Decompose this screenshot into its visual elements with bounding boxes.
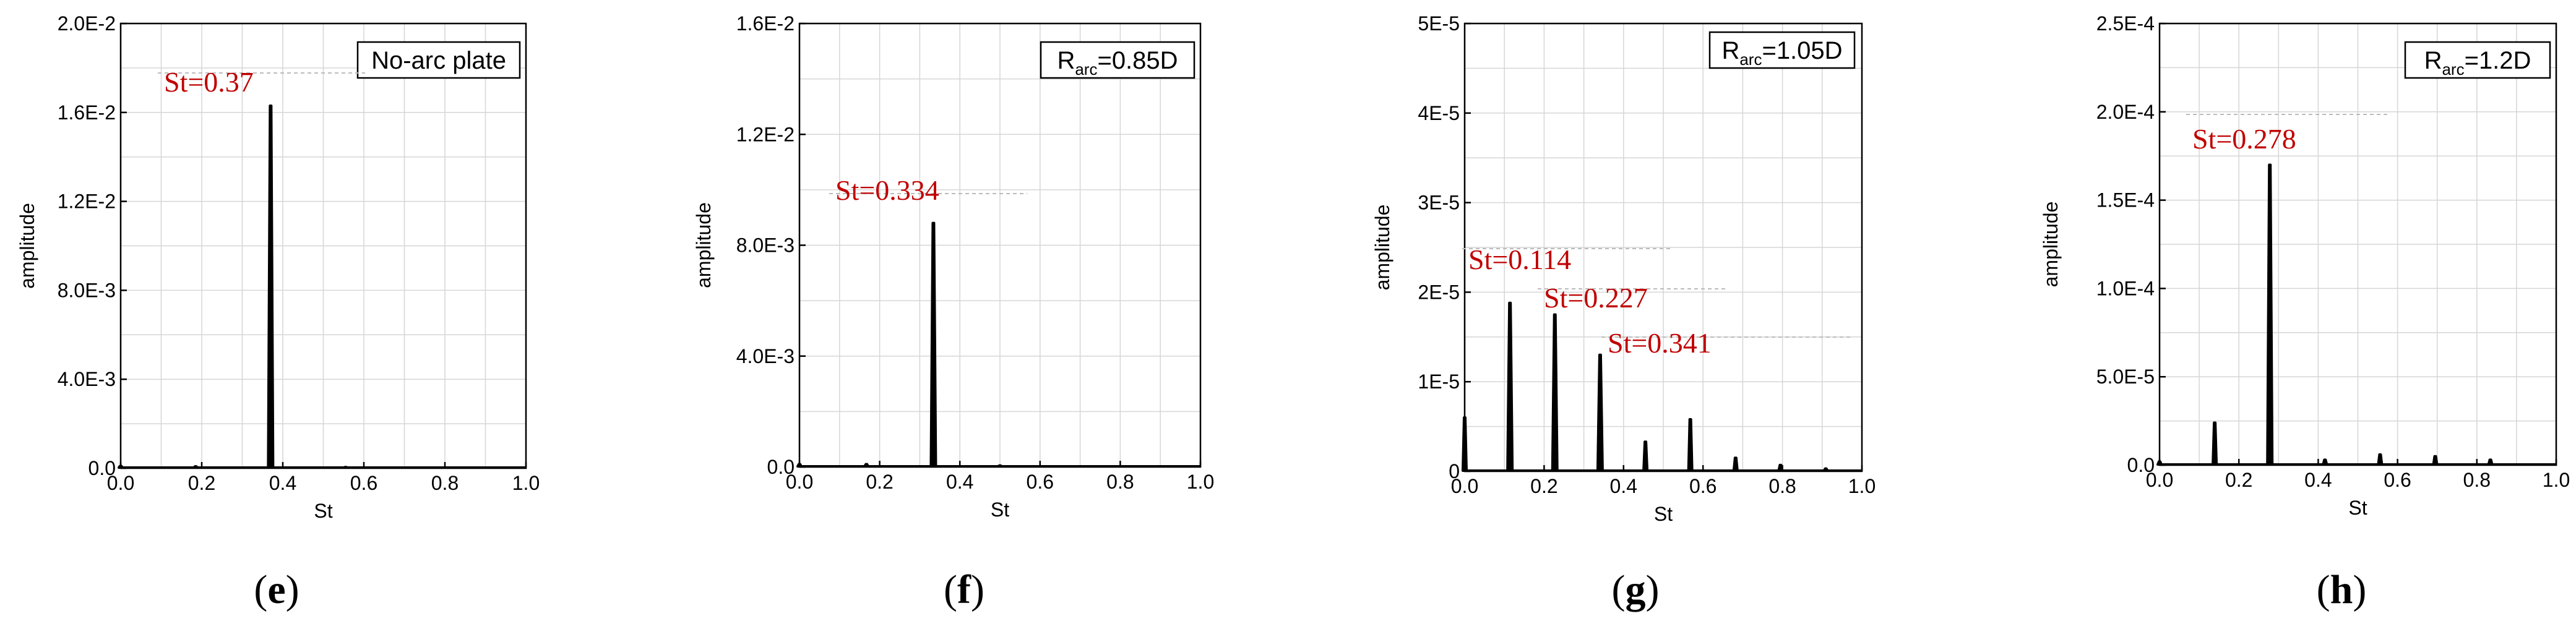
y-tick-label: 0.0 [767, 456, 795, 478]
y-tick-label: 0 [1449, 460, 1460, 482]
x-tick-label: 0.2 [188, 472, 215, 494]
y-tick-label: 8.0E-3 [736, 234, 795, 257]
y-tick-label: 3E-5 [1418, 192, 1460, 214]
peak-annotation: St=0.341 [1608, 327, 1712, 359]
legend-box [2404, 41, 2551, 79]
y-tick-label: 2.0E-2 [58, 12, 116, 35]
x-tick-label: 0.4 [269, 472, 296, 494]
y-tick-label: 5.0E-5 [2096, 366, 2155, 388]
x-axis-label: St [2348, 497, 2367, 519]
y-tick-label: 2E-5 [1418, 281, 1460, 303]
y-tick-label: 4.0E-3 [736, 345, 795, 367]
x-axis-label: St [991, 498, 1009, 521]
legend-box [1708, 31, 1856, 69]
x-tick-label: 0.2 [2225, 469, 2252, 491]
panel-label: (g) [1612, 567, 1660, 612]
x-tick-label: 0.4 [1610, 475, 1637, 497]
legend-text: Rarc=1.05D [1721, 37, 1842, 69]
x-tick-label: 0.0 [2146, 469, 2173, 491]
x-tick-label: 0.8 [1768, 475, 1796, 497]
legend-text: Rarc=0.85D [1057, 47, 1178, 79]
x-tick-label: 0.2 [866, 471, 893, 493]
x-tick-label: 0.6 [1027, 471, 1054, 493]
x-tick-label: 1.0 [1848, 475, 1876, 497]
y-tick-label: 0.0 [88, 457, 116, 479]
y-axis-label: amplitude [2040, 202, 2062, 288]
y-tick-label: 2.0E-4 [2096, 101, 2155, 123]
peak-annotation: St=0.114 [1468, 244, 1571, 275]
x-tick-label: 0.8 [431, 472, 459, 494]
panel-label: (h) [2317, 567, 2367, 612]
x-tick-label: 0.0 [107, 472, 134, 494]
y-tick-label: 8.0E-3 [58, 279, 116, 301]
y-tick-label: 1.2E-2 [736, 123, 795, 145]
y-tick-label: 0.0 [2127, 454, 2155, 476]
x-tick-label: 1.0 [2543, 469, 2570, 491]
spectrum-line [118, 105, 526, 469]
panel-g: 0.0 0.2 0.4 0.6 0.8 1.0 0 1E-5 2E-5 3E-5 4E-5 5E-5 S… [1371, 12, 1876, 612]
y-tick-label: 1E-5 [1418, 370, 1460, 393]
y-axis-label: amplitude [16, 203, 38, 289]
peak-annotation: St=0.334 [835, 174, 939, 206]
peak-annotation: St=0.227 [1544, 282, 1648, 314]
x-axis-label: St [1654, 503, 1673, 525]
legend-text: No-arc plate [371, 47, 506, 74]
y-tick-label: 1.6E-2 [736, 12, 795, 35]
x-tick-label: 0.6 [350, 472, 377, 494]
y-tick-label: 4.0E-3 [58, 368, 116, 390]
spectrum-line [2156, 163, 2556, 466]
x-tick-label: 0.4 [946, 471, 973, 493]
peak-annotation: St=0.37 [164, 66, 254, 98]
x-tick-label: 1.0 [1187, 471, 1214, 493]
y-tick-label: 1.5E-4 [2096, 189, 2155, 212]
x-tick-label: 0.4 [2304, 469, 2332, 491]
x-tick-label: 0.0 [786, 471, 813, 493]
panel-h: 0.0 0.2 0.4 0.6 0.8 1.0 0.0 5.0E-5 1.0E-4 1.5E-4 2… [2040, 12, 2570, 612]
panel-label: (f) [944, 567, 984, 612]
y-tick-label: 1.0E-4 [2096, 277, 2155, 299]
y-tick-label: 4E-5 [1418, 102, 1460, 124]
x-tick-label: 0.8 [1106, 471, 1134, 493]
y-tick-label: 5E-5 [1418, 12, 1460, 35]
x-tick-label: 0.6 [1689, 475, 1717, 497]
x-tick-label: 0.2 [1530, 475, 1557, 497]
panel-e: 0.0 0.2 0.4 0.6 0.8 1.0 0.0 4.0E-3 8.0E-3 1.2E-2 1… [16, 12, 540, 612]
y-axis-label: amplitude [1371, 205, 1394, 291]
x-tick-label: 0.0 [1451, 475, 1478, 497]
legend-text: Rarc=1.2D [2424, 47, 2531, 79]
plot-frame [1463, 22, 1863, 473]
legend-box [356, 41, 521, 79]
panel-label: (e) [254, 567, 299, 612]
plot-frame [2158, 22, 2557, 466]
y-tick-label: 1.2E-2 [58, 190, 116, 213]
panel-f: 0.0 0.2 0.4 0.6 0.8 1.0 0.0 4.0E-3 8.0E-3 1.2E-2 1… [692, 12, 1214, 612]
spectrum-line [796, 221, 1200, 468]
x-tick-label: 1.0 [512, 472, 540, 494]
peak-annotation: St=0.278 [2192, 123, 2296, 155]
x-axis-label: St [314, 500, 332, 522]
x-tick-label: 0.6 [2384, 469, 2411, 491]
y-tick-label: 2.5E-4 [2096, 12, 2155, 35]
plot-frame [119, 22, 527, 469]
x-tick-label: 0.8 [2463, 469, 2491, 491]
y-tick-label: 1.6E-2 [58, 101, 116, 124]
legend-box [1040, 41, 1195, 79]
y-axis-label: amplitude [692, 202, 715, 288]
